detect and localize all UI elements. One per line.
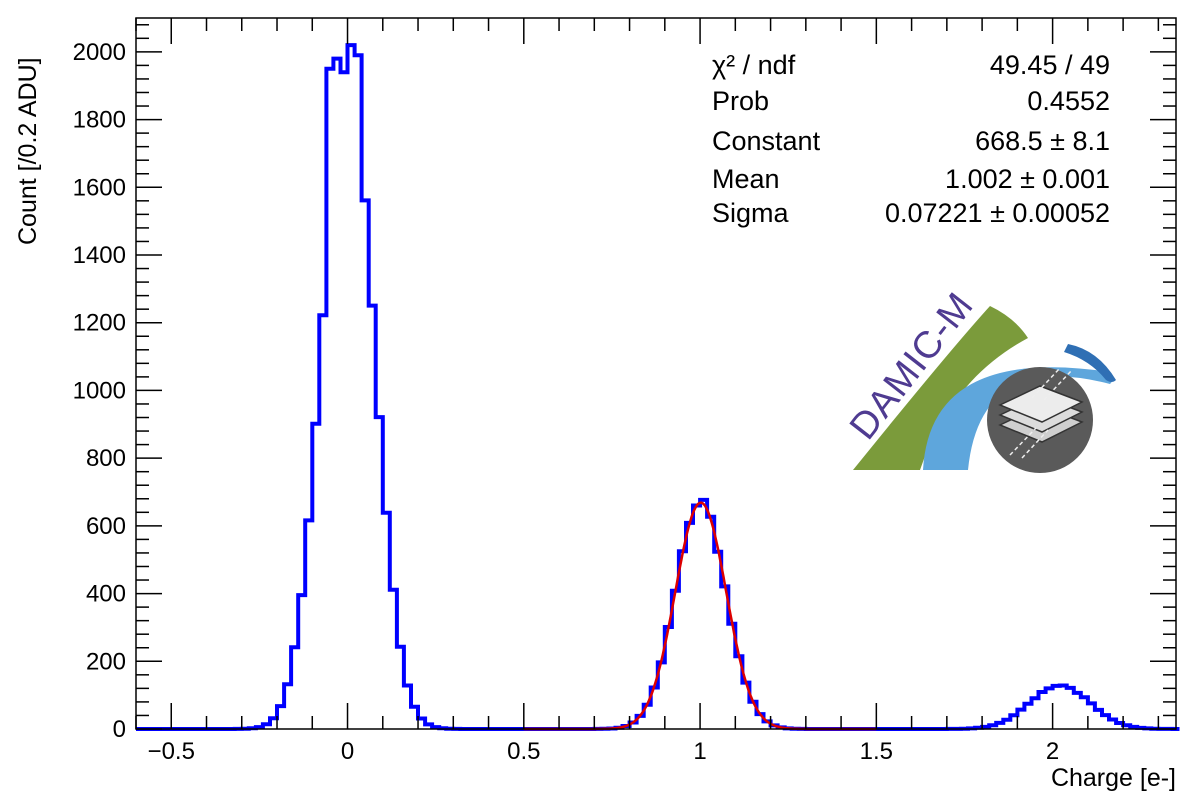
x-tick-label: 1 [693,738,706,765]
y-tick-label: 0 [113,716,126,743]
logo-green-arc [853,306,1028,470]
fit-statistics-box: χ² / ndf 49.45 / 49 Prob 0.4552 Constant 668.… [712,50,1110,228]
logo-blue-arc [923,367,1113,470]
y-axis-title: Count [/0.2 ADU] [14,57,42,245]
stats-value: 0.07221 ± 0.00052 [885,198,1110,228]
x-tick-label: 1.5 [860,738,893,765]
y-tick-label: 200 [86,648,126,675]
x-tick-label: 2 [1046,738,1059,765]
stats-value: 1.002 ± 0.001 [945,164,1110,194]
y-tick-label: 2000 [73,39,126,66]
stats-value: 668.5 ± 8.1 [975,126,1110,156]
plot-frame [135,17,1177,730]
stats-label: Prob [712,86,769,116]
y-axis-ticks: 0 200 400 600 800 1000 1200 1400 1600 1800 2000 [73,24,1176,743]
ccd-stack-icon [998,367,1084,459]
stats-value: 49.45 / 49 [990,50,1110,80]
x-axis-title: Charge [e-] [1051,764,1176,792]
stats-label: χ² / ndf [712,50,796,80]
stats-label: Constant [712,126,821,156]
logo-dark-blue-arc [1064,344,1116,382]
y-tick-label: 800 [86,445,126,472]
stats-label: Sigma [712,198,790,228]
stats-value: 0.4552 [1027,86,1110,116]
x-axis-ticks: −0.5 0 0.5 1 1.5 2 [135,18,1160,765]
y-tick-label: 1800 [73,107,126,134]
y-tick-label: 600 [86,513,126,540]
y-tick-label: 1200 [73,310,126,337]
x-tick-label: 0 [341,738,354,765]
y-tick-label: 1600 [73,174,126,201]
y-tick-label: 1000 [73,377,126,404]
y-tick-label: 400 [86,581,126,608]
x-tick-label: −0.5 [148,738,195,765]
x-tick-label: 0.5 [507,738,540,765]
y-tick-label: 1400 [73,242,126,269]
stats-label: Mean [712,164,780,194]
